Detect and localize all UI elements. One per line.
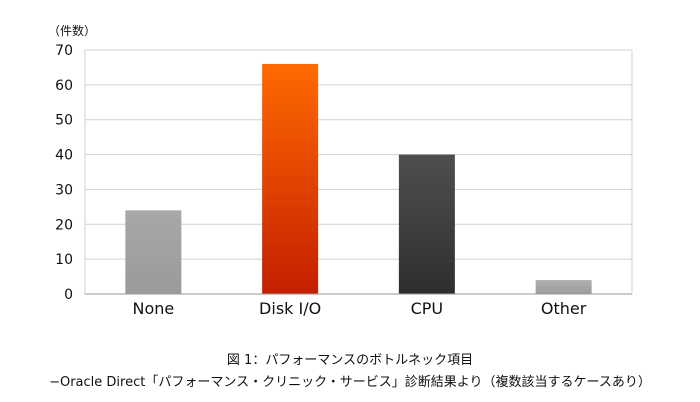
x-tick-label: CPU: [411, 299, 444, 318]
y-tick-label: 40: [55, 148, 73, 164]
y-tick-label: 30: [55, 182, 73, 198]
bar-other: [535, 280, 592, 294]
y-tick-label: 10: [55, 252, 73, 268]
y-tick-label: 50: [55, 113, 73, 129]
y-tick-label: 0: [64, 287, 73, 303]
bar-cpu: [398, 154, 455, 294]
x-tick-label: Other: [541, 299, 587, 318]
y-axis-ticks: 0 10 20 30 40 50 60 70: [55, 43, 73, 303]
bar-chart: （件数） 0 10 20 30 40 50 60 70 None Disk I/O CPU Othe…: [48, 23, 633, 318]
figure-caption-source: −Oracle Direct「パフォーマンス・クリニック・サービス」診断結果より…: [49, 375, 651, 390]
y-tick-label: 60: [55, 78, 73, 94]
y-tick-label: 70: [55, 43, 73, 59]
x-tick-label: None: [133, 299, 175, 318]
x-tick-label: Disk I/O: [259, 299, 321, 318]
bars: [125, 63, 592, 294]
bar-disk-i-o: [262, 63, 319, 294]
y-tick-label: 20: [55, 217, 73, 233]
x-axis-labels: None Disk I/O CPU Other: [133, 299, 587, 318]
y-axis-label: （件数）: [48, 23, 96, 38]
bar-none: [125, 210, 182, 294]
figure-caption-title: 図 1：パフォーマンスのボトルネック項目: [226, 353, 474, 368]
